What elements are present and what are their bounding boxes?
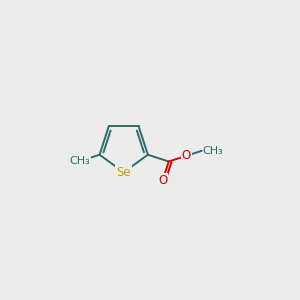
Text: CH₃: CH₃	[203, 146, 224, 156]
Text: Se: Se	[116, 166, 131, 179]
Text: CH₃: CH₃	[69, 156, 90, 166]
Text: O: O	[182, 149, 191, 162]
Text: O: O	[158, 174, 167, 187]
